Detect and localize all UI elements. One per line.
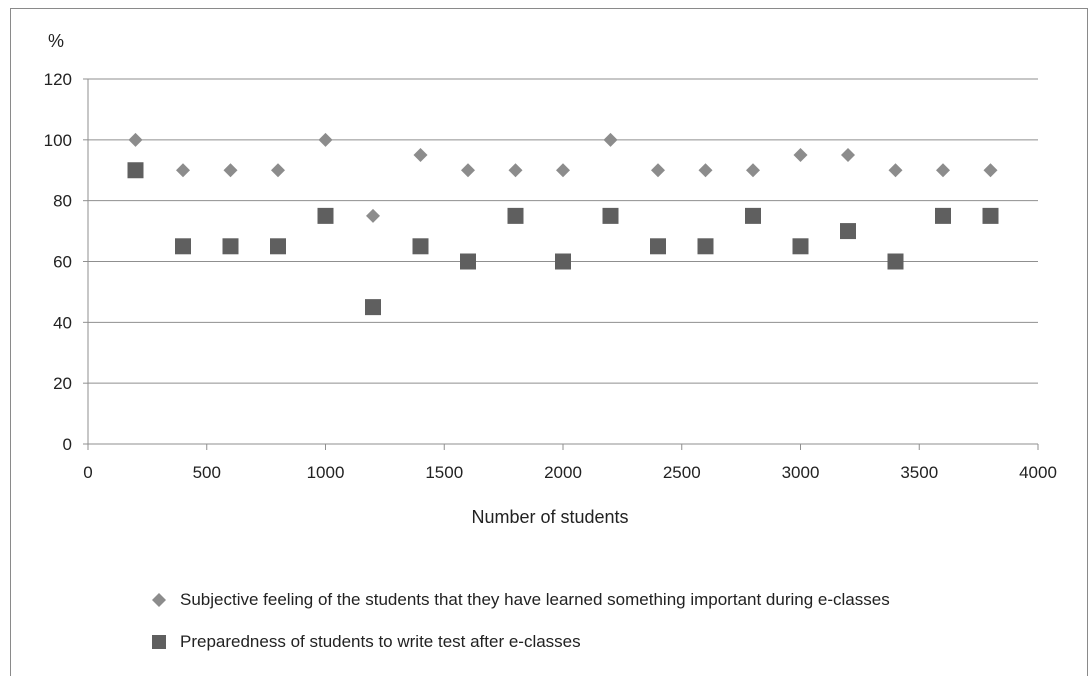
diamond-point [793, 148, 808, 163]
square-point [460, 253, 476, 270]
diamond-point [983, 163, 998, 178]
diamond-point [318, 132, 333, 147]
y-tick-label: 80 [53, 192, 72, 211]
diamond-point [746, 163, 760, 178]
square-point [887, 253, 904, 270]
square-point [935, 207, 951, 224]
diamond-point [936, 163, 950, 178]
diamond-marker-icon [148, 589, 170, 611]
diamond-point [271, 163, 285, 178]
y-tick-label: 60 [53, 253, 72, 272]
y-tick-label: 40 [53, 313, 72, 332]
diamond-point [603, 132, 618, 147]
gridlines [88, 78, 1038, 384]
square-point [412, 238, 429, 255]
x-tick-label: 1000 [307, 463, 345, 482]
diamond-point [366, 208, 380, 223]
x-tick-label: 500 [193, 463, 221, 482]
x-axis-title: Number of students [471, 507, 628, 527]
square-point [270, 238, 286, 255]
legend: Subjective feeling of the students that … [148, 585, 890, 669]
diamond-point [176, 163, 190, 178]
diamond-point [698, 163, 713, 178]
square-point [792, 238, 809, 255]
diamond-point [651, 163, 665, 178]
y-tick-labels: 0 20 40 60 80 100 120 [44, 70, 72, 454]
x-tick-label: 0 [83, 463, 92, 482]
x-tick-labels: 0 500 1000 1500 2000 2500 3000 3500 4000 [83, 463, 1057, 482]
x-tick-label: 4000 [1019, 463, 1057, 482]
diamond-point [413, 148, 428, 163]
diamond-point [888, 163, 903, 178]
square-point [507, 207, 524, 224]
y-tick-label: 20 [53, 374, 72, 393]
diamond-point [128, 132, 143, 147]
axes [83, 78, 1039, 450]
square-point [317, 207, 334, 224]
square-point [840, 223, 856, 240]
y-tick-label: 100 [44, 131, 72, 150]
x-tick-label: 2500 [663, 463, 701, 482]
x-tick-label: 3500 [900, 463, 938, 482]
legend-item-preparedness: Preparedness of students to write test a… [148, 627, 890, 657]
diamond-point [841, 148, 855, 163]
square-point [650, 238, 666, 255]
square-point [745, 207, 761, 224]
square-point [555, 253, 571, 270]
square-point [365, 299, 381, 316]
x-tick-label: 2000 [544, 463, 582, 482]
x-tick-label: 3000 [782, 463, 820, 482]
square-point [602, 207, 619, 224]
legend-label: Subjective feeling of the students that … [180, 590, 890, 609]
diamond-point [461, 163, 475, 178]
x-tick-label: 1500 [425, 463, 463, 482]
diamond-point [508, 163, 523, 178]
square-point [697, 238, 714, 255]
chart-frame [10, 8, 1088, 676]
diamond-point [556, 163, 570, 178]
y-tick-label: 120 [44, 70, 72, 89]
square-point [175, 238, 191, 255]
square-point [222, 238, 239, 255]
legend-item-feeling: Subjective feeling of the students that … [148, 585, 890, 615]
y-axis-title: % [48, 31, 64, 51]
square-marker-icon [148, 631, 170, 653]
square-point [982, 207, 999, 224]
data-points [127, 132, 999, 316]
legend-label: Preparedness of students to write test a… [180, 632, 581, 651]
y-tick-label: 0 [63, 435, 72, 454]
diamond-point [223, 163, 238, 178]
square-point [127, 162, 144, 179]
